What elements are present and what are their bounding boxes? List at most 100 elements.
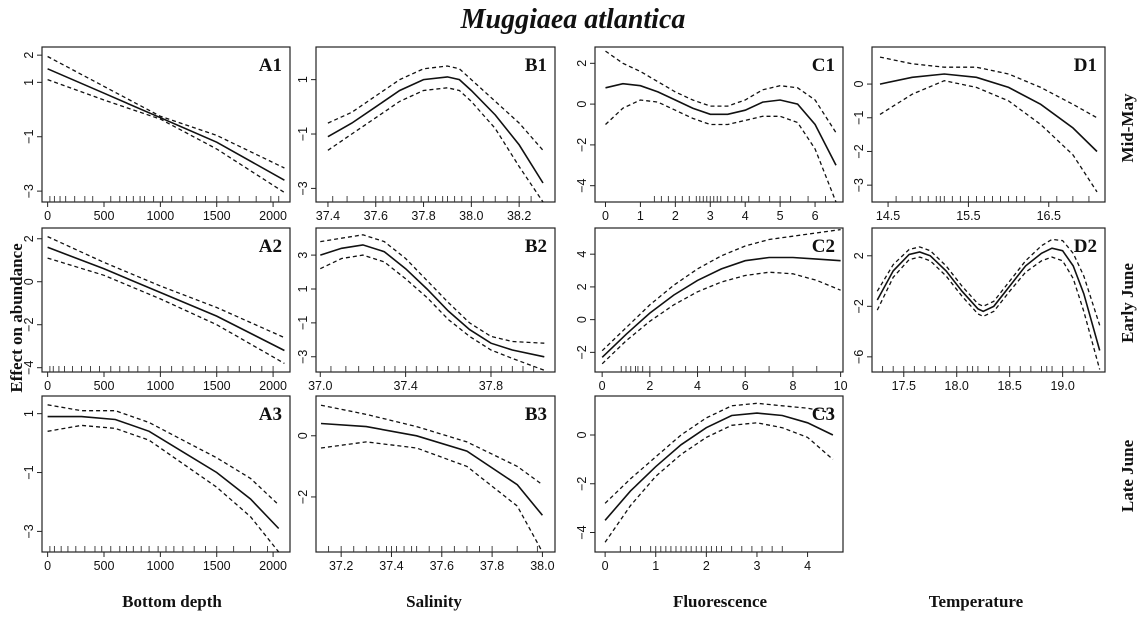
fitted-curve	[327, 76, 544, 184]
row-label-late-june: Late June	[1118, 439, 1137, 512]
y-axis-label: Effect on abundance	[7, 243, 26, 393]
panel-frame	[41, 227, 291, 373]
x-tick-label: 0	[44, 209, 51, 223]
x-tick-label: 37.0	[308, 379, 332, 393]
y-tick-label: 1	[22, 410, 36, 417]
panel-frame	[594, 227, 844, 373]
y-tick-label: −1	[22, 130, 36, 144]
panel-id-label: A2	[259, 236, 282, 257]
x-tick-label: 38.2	[507, 209, 531, 223]
figure-title: Muggiaea atlantica	[460, 4, 686, 35]
x-tick-label: 38.0	[459, 209, 483, 223]
panel-id-label: B1	[525, 55, 547, 76]
upper-confidence-band	[604, 402, 834, 504]
x-tick-label: 14.5	[876, 209, 900, 223]
x-tick-label: 1	[652, 559, 659, 573]
y-tick-label: 2	[575, 283, 589, 290]
y-tick-label: 0	[852, 81, 866, 88]
fitted-curve	[605, 82, 837, 166]
y-tick-label: 0	[575, 431, 589, 438]
row-label-early-june: Early June	[1118, 263, 1137, 343]
panel-frame	[315, 395, 556, 553]
x-tick-label: 500	[94, 379, 115, 393]
upper-confidence-band	[320, 404, 543, 486]
panel-b2: 37.0 37.4 37.8 −3 −1 1 3 B2	[296, 227, 556, 393]
x-tick-label: 2	[672, 209, 679, 223]
lower-confidence-band	[327, 87, 544, 203]
fitted-curve	[320, 422, 544, 516]
lower-confidence-band	[604, 422, 834, 543]
x-tick-label: 8	[789, 379, 796, 393]
fitted-curve	[601, 256, 841, 358]
x-tick-label: 3	[707, 209, 714, 223]
x-tick-label: 37.8	[480, 559, 504, 573]
x-tick-label: 17.5	[892, 379, 916, 393]
x-tick-label: 37.4	[393, 379, 417, 393]
x-tick-label: 0	[44, 379, 51, 393]
y-tick-label: 4	[575, 251, 589, 258]
y-tick-label: −1	[296, 127, 310, 141]
fitted-curve	[876, 247, 1101, 351]
y-tick-label: −4	[575, 179, 589, 193]
x-tick-label: 5	[777, 209, 784, 223]
panel-id-label: B3	[525, 404, 547, 425]
y-tick-label: 2	[852, 252, 866, 259]
fitted-curve	[879, 73, 1098, 153]
y-tick-label: −3	[296, 350, 310, 364]
y-tick-label: 2	[22, 235, 36, 242]
panel-a2: 0 500 1000 1500 2000 −4 −2 0 2 A2	[22, 227, 291, 393]
x-tick-label: 1000	[146, 379, 174, 393]
upper-confidence-band	[47, 55, 285, 169]
x-tick-label: 2	[646, 379, 653, 393]
x-tick-label: 18.0	[945, 379, 969, 393]
panel-c1: 0 1 2 3 4 5 6 −4 −2 0 2 C1	[575, 46, 844, 223]
x-tick-label: 4	[694, 379, 701, 393]
y-tick-label: 2	[575, 60, 589, 67]
panel-d2: 17.5 18.0 18.5 19.0 −6 −2 2 D2	[852, 227, 1106, 393]
panel-id-label: A3	[259, 404, 282, 425]
panel-id-label: C1	[812, 55, 835, 76]
x-tick-label: 1500	[203, 379, 231, 393]
x-tick-label: 1500	[203, 559, 231, 573]
column-label-fluorescence: Fluorescence	[673, 592, 768, 611]
column-label-temperature: Temperature	[929, 592, 1024, 611]
panel-id-label: D1	[1074, 55, 1097, 76]
panel-c3: 0 1 2 3 4 −4 −2 0 C3	[575, 395, 844, 573]
x-tick-label: 0	[599, 379, 606, 393]
column-label-salinity: Salinity	[406, 592, 462, 611]
x-tick-label: 0	[602, 559, 609, 573]
x-tick-label: 2	[703, 559, 710, 573]
x-tick-label: 37.8	[411, 209, 435, 223]
x-tick-label: 2000	[259, 379, 287, 393]
fitted-curve	[47, 415, 280, 530]
fitted-curve	[604, 412, 834, 521]
lower-confidence-band	[47, 78, 285, 194]
x-tick-label: 1000	[146, 559, 174, 573]
lower-confidence-band	[605, 99, 837, 203]
y-tick-label: −1	[296, 316, 310, 330]
panel-id-label: A1	[259, 55, 282, 76]
y-tick-label: −6	[852, 350, 866, 364]
x-tick-label: 6	[812, 209, 819, 223]
upper-confidence-band	[601, 228, 841, 352]
y-tick-label: 1	[22, 79, 36, 86]
x-tick-label: 4	[742, 209, 749, 223]
panel-frame	[871, 46, 1106, 203]
y-tick-label: −2	[575, 345, 589, 359]
panel-a1: 0 500 1000 1500 2000 −3 −1 1 2 A1	[22, 46, 291, 223]
x-tick-label: 37.4	[379, 559, 403, 573]
y-tick-label: 0	[575, 101, 589, 108]
y-tick-label: 0	[22, 278, 36, 285]
upper-confidence-band	[327, 65, 544, 151]
y-tick-label: −3	[22, 524, 36, 538]
panel-id-label: C2	[812, 236, 835, 257]
x-tick-label: 2000	[259, 559, 287, 573]
fitted-curve	[320, 244, 545, 358]
fitted-curve	[47, 68, 285, 181]
x-tick-label: 18.5	[998, 379, 1022, 393]
x-tick-label: 6	[742, 379, 749, 393]
y-tick-label: −3	[296, 181, 310, 195]
panel-d1: 14.5 15.5 16.5 −3 −2 −1 0 D1	[852, 46, 1106, 223]
panel-id-label: B2	[525, 236, 547, 257]
